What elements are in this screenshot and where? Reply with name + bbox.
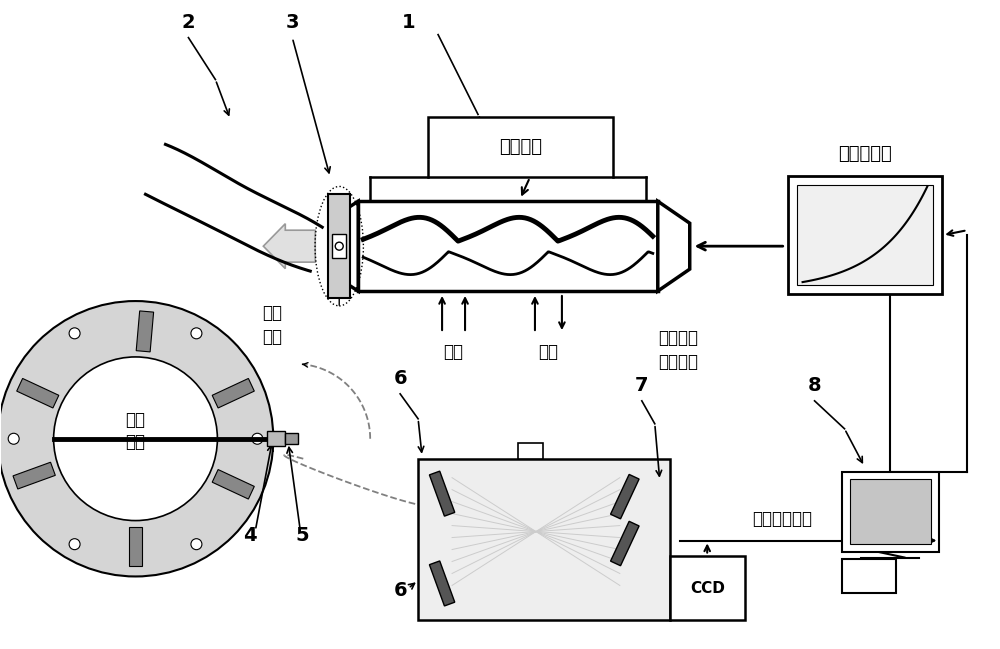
Circle shape <box>191 539 202 550</box>
Text: 直接反映
气流焚値: 直接反映 气流焚値 <box>658 329 698 371</box>
Polygon shape <box>136 311 154 352</box>
Text: 1: 1 <box>401 12 415 32</box>
Bar <box>518 443 543 459</box>
Bar <box>428 117 613 177</box>
Text: 5: 5 <box>295 526 309 545</box>
Bar <box>358 201 658 291</box>
Bar <box>842 559 896 593</box>
Text: 6: 6 <box>393 369 407 388</box>
Circle shape <box>252 434 263 445</box>
Bar <box>850 479 931 543</box>
Bar <box>788 177 942 294</box>
Circle shape <box>191 328 202 339</box>
Bar <box>418 459 670 620</box>
Text: 供气: 供气 <box>444 343 464 361</box>
Text: 4: 4 <box>244 526 257 545</box>
Text: 光谱数据库: 光谱数据库 <box>838 145 892 164</box>
Bar <box>332 234 346 258</box>
Polygon shape <box>429 561 455 606</box>
Polygon shape <box>129 526 142 567</box>
Text: 电源系统: 电源系统 <box>499 138 542 156</box>
Text: 6: 6 <box>393 582 407 600</box>
Polygon shape <box>429 471 455 516</box>
Polygon shape <box>611 521 639 566</box>
Text: 原始数据处理: 原始数据处理 <box>752 509 812 528</box>
Bar <box>328 194 350 298</box>
Circle shape <box>8 434 19 445</box>
Bar <box>285 434 298 445</box>
Polygon shape <box>330 201 358 291</box>
Circle shape <box>69 328 80 339</box>
Text: 细节
展示: 细节 展示 <box>262 304 282 346</box>
Bar <box>267 432 285 447</box>
Polygon shape <box>212 378 254 408</box>
Text: 8: 8 <box>808 376 821 395</box>
Polygon shape <box>658 201 690 291</box>
Polygon shape <box>17 378 59 408</box>
Text: 供水: 供水 <box>538 343 558 361</box>
Circle shape <box>335 242 343 250</box>
Bar <box>670 556 745 620</box>
Text: 高温
气流: 高温 气流 <box>126 411 146 451</box>
Text: 3: 3 <box>286 12 299 32</box>
Text: 7: 7 <box>635 376 649 395</box>
Text: CCD: CCD <box>690 581 725 596</box>
Circle shape <box>0 301 273 576</box>
Polygon shape <box>13 462 55 489</box>
Circle shape <box>69 539 80 550</box>
FancyArrow shape <box>263 224 315 269</box>
Polygon shape <box>212 469 254 499</box>
Polygon shape <box>611 474 639 519</box>
Bar <box>842 472 939 552</box>
Circle shape <box>54 357 217 520</box>
Text: 2: 2 <box>182 12 195 32</box>
Bar <box>797 186 933 285</box>
